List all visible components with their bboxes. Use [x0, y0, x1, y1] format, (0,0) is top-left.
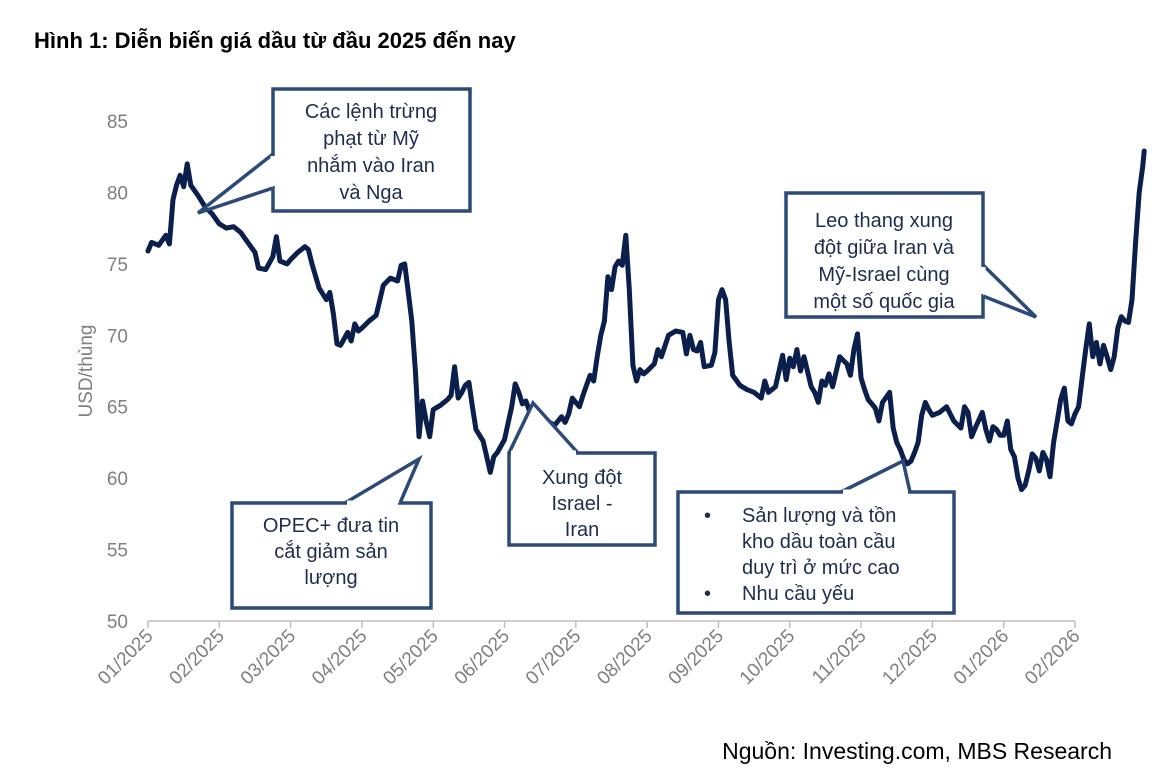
callout-line: nhắm vào Iran [307, 154, 435, 177]
callout-line: cắt giảm sản [274, 540, 387, 563]
x-tick-label: 11/2025 [808, 626, 870, 688]
source-note: Nguồn: Investing.com, MBS Research [722, 738, 1112, 764]
callout-pointer [840, 458, 912, 494]
callout-line: Nhu cầu yếu [742, 583, 854, 605]
callout-box [271, 87, 472, 213]
y-tick-label: 80 [107, 183, 128, 204]
callout-line: Israel - [551, 493, 612, 515]
x-tick-label: 03/2025 [237, 626, 300, 689]
x-axis [147, 620, 1076, 628]
callout-line: đột giữa Iran và [814, 237, 955, 259]
callout-escalation: Leo thang xung đột giữa Iran và Mỹ-Israel … [784, 191, 1038, 319]
callout-pointer [507, 399, 580, 455]
callout-line: lượng [304, 567, 357, 589]
callout-line: Sản lượng và tồn [742, 505, 896, 527]
callout-israel-iran: Xung đột Israel - Iran [507, 399, 657, 547]
callout-opec: OPEC+ đưa tin cắt giảm sản lượng [230, 454, 433, 610]
callout-pointer [196, 152, 275, 215]
x-tick-label: 01/2026 [950, 626, 1013, 689]
callout-line: OPEC+ đưa tin [263, 515, 399, 537]
x-tick-label: 08/2025 [593, 626, 656, 689]
x-tick-label: 01/2025 [94, 626, 157, 689]
x-tick-label: 09/2025 [665, 626, 728, 689]
callout-line: và Nga [339, 182, 403, 204]
x-tick-label: 10/2025 [736, 626, 799, 689]
callout-line: Iran [565, 519, 599, 541]
y-tick-label: 85 [107, 112, 128, 133]
y-tick-label: 75 [107, 255, 128, 276]
series-line-oil-price [145, 148, 1147, 493]
x-tick-label: 02/2025 [165, 626, 228, 689]
x-tick-label: 06/2025 [451, 626, 514, 689]
x-tick-label: 07/2025 [522, 626, 585, 689]
x-tick-label: 12/2025 [879, 626, 942, 689]
y-tick-label: 70 [107, 326, 128, 347]
callout-box [507, 451, 657, 547]
x-tick-label: 02/2026 [1021, 626, 1084, 689]
callout-box [676, 490, 956, 615]
callout-line: Xung đột [542, 467, 623, 489]
callout-line: Leo thang xung [815, 210, 953, 232]
y-axis-label: USD/thùng [76, 325, 97, 418]
callout-pointer [344, 454, 423, 505]
bullet: • [704, 583, 711, 605]
callout-sanctions: Các lệnh trừng phạt từ Mỹ nhắm vào Iran và … [196, 87, 472, 215]
callout-line: kho dầu toàn cầu [742, 531, 895, 553]
callout-line: phạt từ Mỹ [323, 128, 419, 150]
callout-line: Mỹ-Israel cùng [818, 264, 949, 286]
x-tick-label: 05/2025 [379, 626, 442, 689]
callout-pointer [981, 263, 1038, 319]
callout-line: một số quốc gia [813, 291, 955, 313]
bullet: • [704, 505, 711, 527]
callout-supply: • Sản lượng và tồn kho dầu toàn cầu duy trì… [676, 458, 956, 615]
chart-title: Hình 1: Diễn biến giá dầu từ đầu 2025 đế… [34, 28, 516, 53]
y-tick-label: 60 [107, 469, 128, 490]
callout-line: Các lệnh trừng [305, 101, 437, 123]
y-tick-label: 55 [107, 541, 128, 562]
callouts: Các lệnh trừng phạt từ Mỹ nhắm vào Iran và … [196, 87, 1038, 615]
y-tick-label: 50 [107, 612, 128, 633]
callout-line: duy trì ở mức cao [742, 557, 900, 579]
callout-box [784, 191, 985, 319]
y-tick-label: 65 [107, 398, 128, 419]
x-axis-ticks: 01/2025 02/2025 03/2025 04/2025 05/2025 06/20… [94, 626, 1084, 689]
x-tick-label: 04/2025 [308, 626, 371, 689]
y-axis-ticks: 50 55 60 65 70 75 80 85 [107, 112, 128, 633]
callout-box [230, 501, 433, 610]
